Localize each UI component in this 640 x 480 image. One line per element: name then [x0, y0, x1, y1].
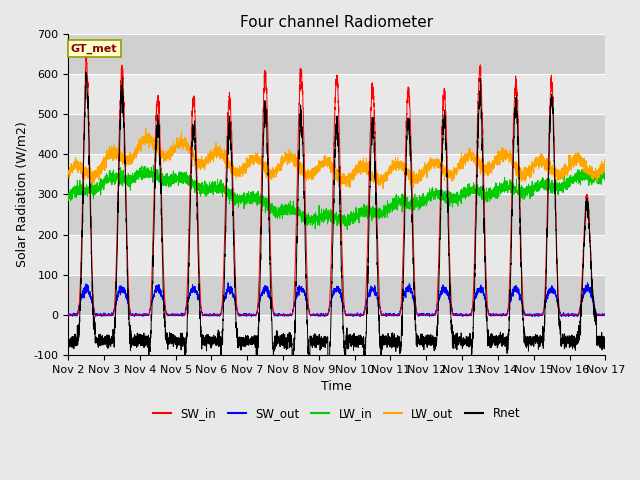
Line: LW_out: LW_out	[68, 128, 605, 189]
LW_out	[161, 155, 169, 161]
Text: GT_met: GT_met	[71, 44, 118, 54]
SW_out	[602, 312, 609, 318]
Bar	[68, 34, 605, 74]
SW_in	[488, 312, 495, 318]
Rnet	[602, 338, 609, 344]
SW_out	[248, 314, 255, 320]
LW_in	[150, 162, 157, 168]
SW_out	[224, 280, 232, 286]
SW_in	[428, 312, 435, 318]
LW_out	[428, 161, 435, 167]
Y-axis label: Solar Radiation (W/m2): Solar Radiation (W/m2)	[15, 121, 28, 267]
Bar	[68, 315, 605, 355]
Line: SW_in: SW_in	[68, 54, 605, 315]
Rnet	[428, 336, 435, 341]
Rnet	[161, 319, 169, 325]
SW_in	[601, 312, 609, 318]
SW_out	[488, 312, 495, 317]
SW_in	[65, 312, 72, 318]
LW_out	[601, 166, 609, 172]
SW_in	[161, 300, 169, 305]
LW_out	[317, 163, 324, 168]
LW_out	[142, 125, 150, 131]
Rnet	[325, 371, 333, 376]
Bar	[68, 194, 605, 235]
Bar	[68, 155, 605, 194]
SW_out	[458, 311, 465, 317]
SW_out	[65, 310, 72, 316]
LW_out	[602, 162, 609, 168]
LW_out	[380, 186, 387, 192]
Bar	[68, 275, 605, 315]
SW_in	[317, 312, 324, 318]
SW_out	[161, 302, 168, 308]
LW_in	[458, 193, 465, 199]
SW_out	[601, 312, 609, 318]
LW_in	[488, 195, 495, 201]
Rnet	[458, 330, 465, 336]
Rnet	[601, 335, 609, 340]
Legend: SW_in, SW_out, LW_in, LW_out, Rnet: SW_in, SW_out, LW_in, LW_out, Rnet	[148, 403, 525, 425]
LW_in	[601, 170, 609, 176]
LW_in	[317, 215, 324, 221]
LW_in	[161, 175, 169, 181]
Line: Rnet: Rnet	[68, 72, 605, 373]
SW_in	[83, 51, 90, 57]
SW_in	[602, 312, 609, 318]
LW_in	[65, 196, 72, 202]
LW_out	[458, 165, 465, 171]
LW_out	[488, 170, 495, 176]
LW_out	[65, 171, 72, 177]
SW_out	[428, 311, 435, 317]
Title: Four channel Radiometer: Four channel Radiometer	[240, 15, 433, 30]
SW_in	[457, 312, 465, 318]
X-axis label: Time: Time	[321, 380, 352, 393]
Rnet	[317, 340, 324, 346]
SW_out	[317, 312, 324, 317]
LW_in	[343, 227, 351, 232]
Line: SW_out: SW_out	[68, 283, 605, 317]
Bar	[68, 74, 605, 114]
Rnet	[488, 340, 495, 346]
Rnet	[82, 69, 90, 75]
LW_in	[602, 176, 609, 181]
Bar	[68, 114, 605, 155]
Line: LW_in: LW_in	[68, 165, 605, 229]
LW_in	[428, 187, 435, 193]
Rnet	[65, 339, 72, 345]
Bar	[68, 235, 605, 275]
